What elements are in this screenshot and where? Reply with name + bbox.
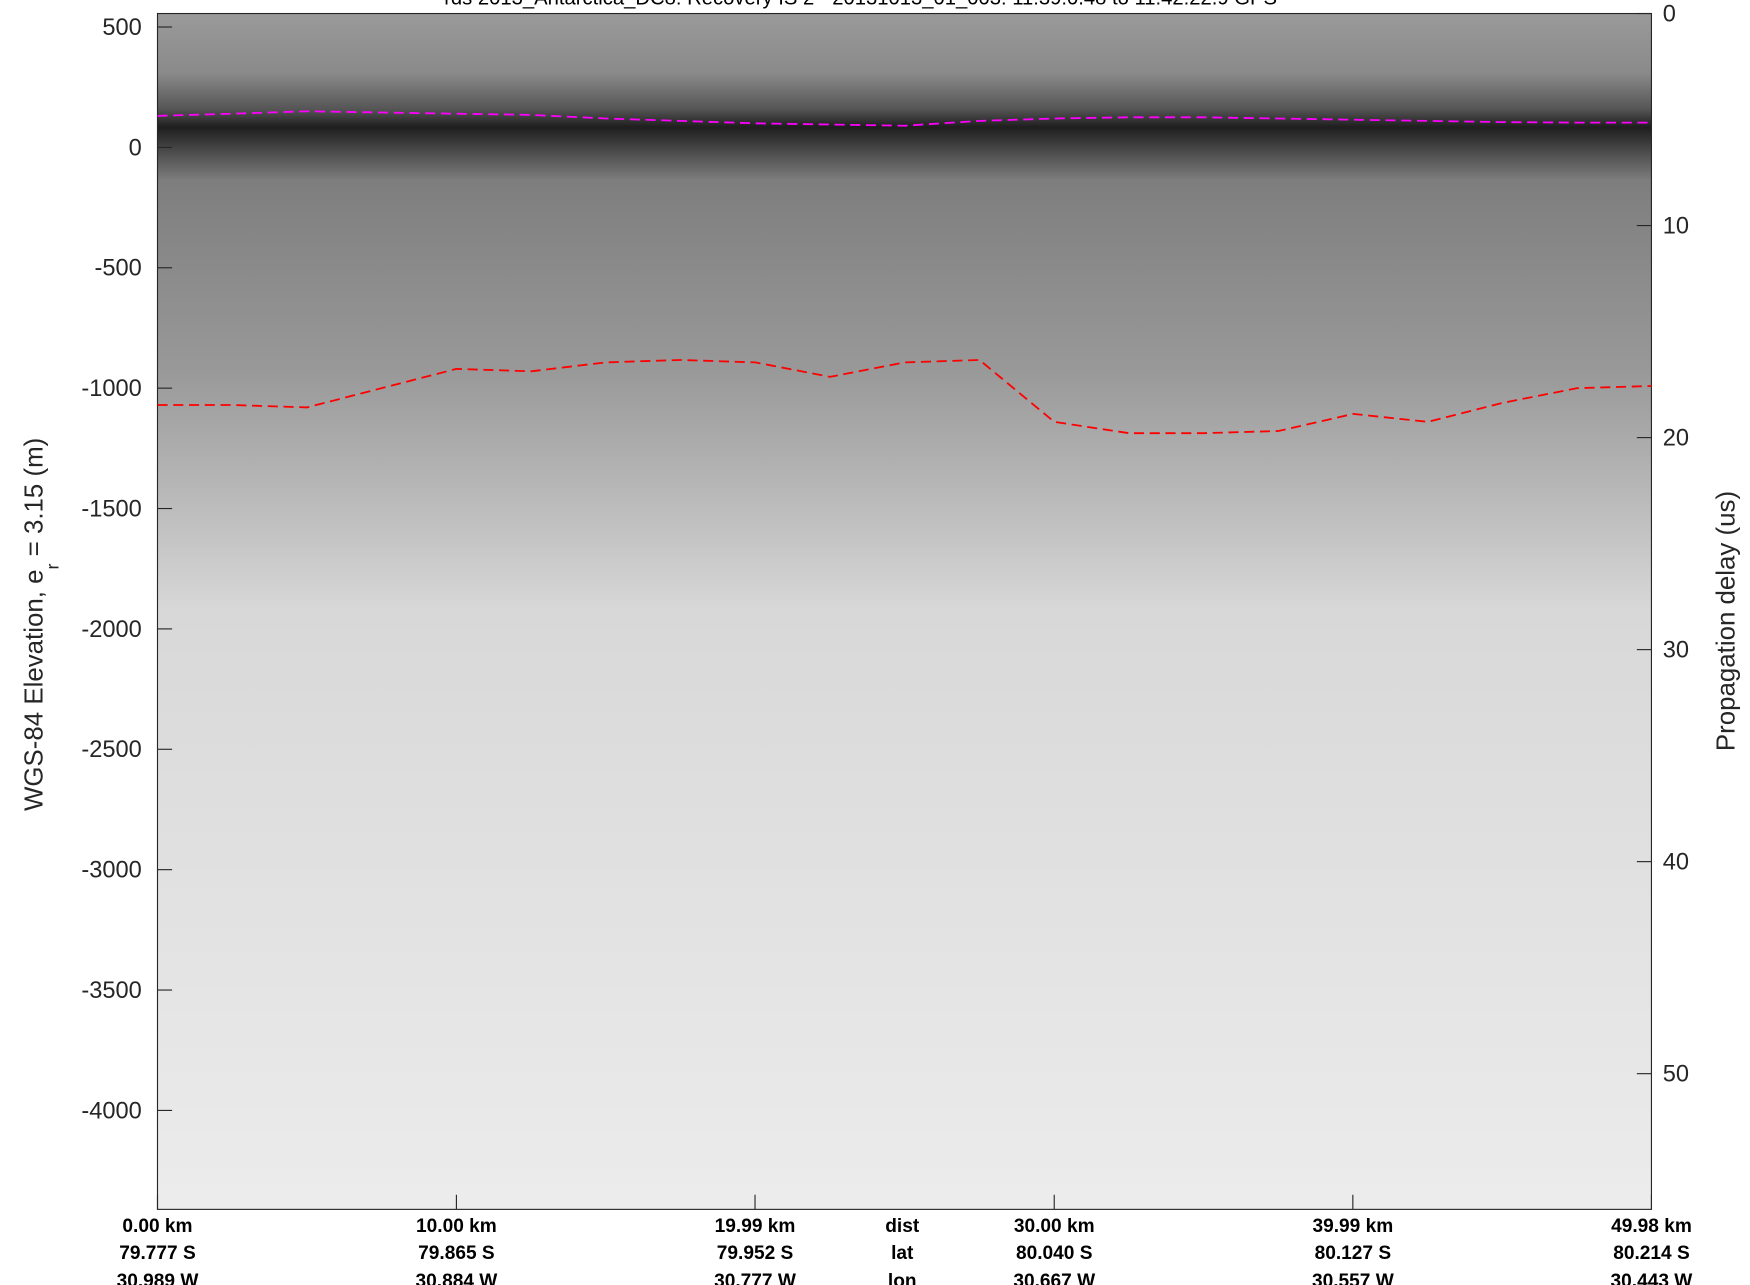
lat-label: 80.040 S (1016, 1243, 1093, 1264)
x-tick-label: 0.00 km (122, 1216, 192, 1237)
y-tick-label: -1000 (81, 376, 141, 402)
plot-frame (156, 12, 1653, 1210)
lon-label: 30.777 W (714, 1271, 797, 1285)
lat-label: 79.952 S (717, 1243, 794, 1264)
y-label-sub: r (42, 564, 62, 570)
y-label-part: WGS-84 Elevation, e (21, 570, 49, 811)
lon-label: 30.667 W (1013, 1271, 1096, 1285)
series-line (157, 359, 1652, 435)
lat-label: 80.127 S (1315, 1243, 1392, 1264)
x-tick-label: 49.98 km (1611, 1216, 1692, 1237)
y2-tick-label: 10 (1663, 213, 1689, 239)
x-tick-label: 39.99 km (1312, 1216, 1393, 1237)
y2-tick-label: 30 (1663, 637, 1689, 663)
y-tick-label: -1500 (81, 496, 141, 522)
y2-axis-label: Propagation delay (us) (1713, 491, 1741, 751)
y2-tick-label: 0 (1663, 1, 1676, 27)
y2-tick-label: 20 (1663, 425, 1689, 451)
series-line (157, 110, 1652, 127)
lon-label: 30.443 W (1611, 1271, 1694, 1285)
y-tick-label: 500 (102, 15, 141, 41)
lon-label: 30.884 W (416, 1271, 499, 1285)
echogram (157, 13, 1652, 1210)
y2-tick-label: 50 (1663, 1062, 1689, 1088)
lat-label: 79.777 S (119, 1243, 196, 1264)
lon-label: 30.557 W (1312, 1271, 1395, 1285)
y-tick-label: 0 (129, 135, 142, 161)
lon-label: 30.989 W (117, 1271, 200, 1285)
x-tick-label: 19.99 km (715, 1216, 796, 1237)
lat-label: 79.865 S (418, 1243, 495, 1264)
y-tick-label: -3000 (81, 858, 141, 884)
row-label: lat (891, 1243, 914, 1264)
x-tick-label: 30.00 km (1014, 1216, 1095, 1237)
row-label: dist (885, 1216, 920, 1237)
y-tick-label: -4000 (81, 1098, 141, 1124)
y-tick-label: -3500 (81, 978, 141, 1004)
y-tick-label: -500 (94, 256, 141, 282)
y-tick-label: -2000 (81, 617, 141, 643)
y-label-part: = 3.15 (m) (21, 438, 49, 564)
chart-title: rds 2013_Antarctica_DC8: Recovery IS 2 -… (444, 0, 1277, 10)
row-label: lon (888, 1271, 917, 1285)
y2-tick-label: 40 (1663, 850, 1689, 876)
lat-label: 80.214 S (1613, 1243, 1690, 1264)
x-tick-label: 10.00 km (416, 1216, 497, 1237)
y-tick-label: -2500 (81, 737, 141, 763)
y-axis-label: WGS-84 Elevation, er = 3.15 (m) (21, 438, 63, 811)
